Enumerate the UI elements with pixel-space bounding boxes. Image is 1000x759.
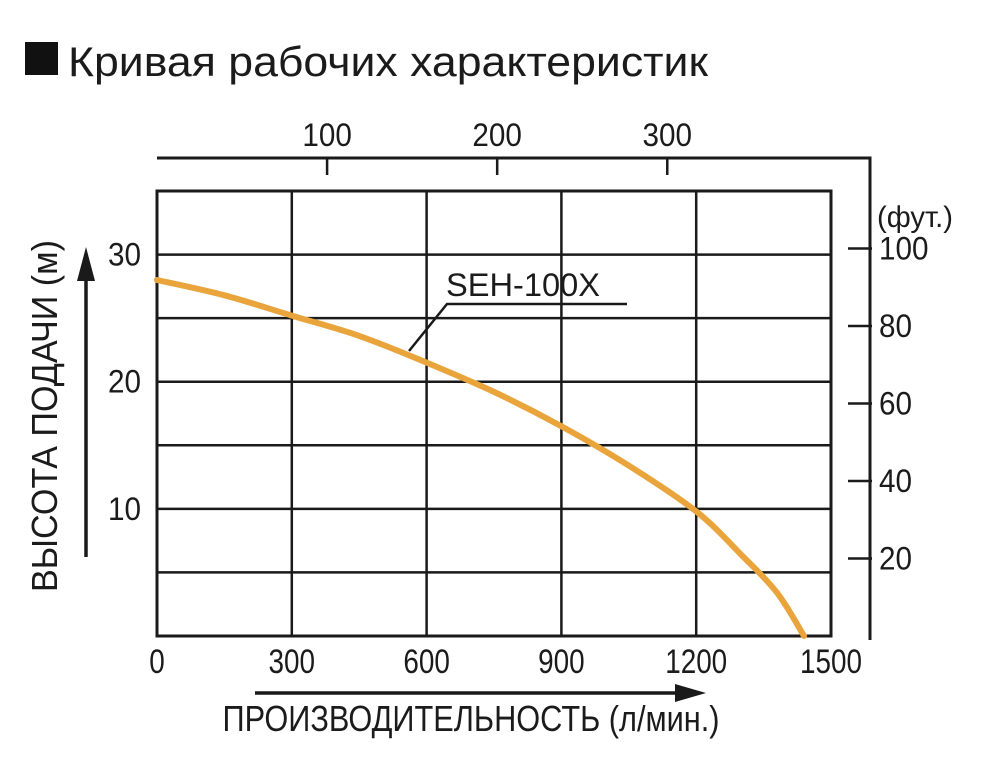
bottom-axis-tick-label: 1500 xyxy=(800,643,862,681)
right-axis-tick-label: 100 xyxy=(879,230,929,266)
grid-lines xyxy=(157,191,831,636)
right-axis-ticks: 100 80 60 40 20 xyxy=(848,230,929,576)
x-axis-arrow-head-icon xyxy=(675,684,706,702)
left-axis-tick-label: 20 xyxy=(108,364,141,400)
x-axis-title: ПРОИЗВОДИТЕЛЬНОСТЬ (л/мин.) xyxy=(223,698,720,739)
right-axis-tick-label: 60 xyxy=(879,385,912,421)
y-axis-arrow-head-icon xyxy=(77,247,95,281)
left-axis-tick-label: 30 xyxy=(108,237,141,273)
top-axis-tick-label: 300 xyxy=(643,117,693,153)
right-axis-tick-label: 20 xyxy=(879,540,912,576)
right-axis-tick-label: 80 xyxy=(879,308,912,344)
top-axis-and-right-ruler xyxy=(157,156,872,640)
title-bullet-black-square-icon xyxy=(25,42,58,75)
callout-leader-line xyxy=(408,302,627,352)
top-axis-tick-label: 100 xyxy=(302,117,352,153)
bottom-axis-tick-label: 600 xyxy=(403,643,450,681)
bottom-axis-tick-label: 1200 xyxy=(665,643,727,681)
top-axis-tick-label: 200 xyxy=(472,117,522,153)
series-label: SEH-100X xyxy=(446,267,600,303)
bottom-axis-tick-label: 0 xyxy=(149,643,165,681)
top-axis-ticks: 100 200 300 xyxy=(302,117,692,175)
bottom-axis-tick-labels: 0 300 600 900 1200 1500 xyxy=(149,643,862,681)
right-axis-unit-label: (фут.) xyxy=(877,201,953,234)
bottom-axis-tick-label: 300 xyxy=(269,643,316,681)
y-axis-title: ВЫСОТА ПОДАЧИ (м) xyxy=(24,240,65,592)
plot-border xyxy=(155,189,833,638)
left-axis-tick-label: 10 xyxy=(108,491,141,527)
bottom-axis-tick-label: 900 xyxy=(538,643,585,681)
left-axis-tick-labels: 30 20 10 xyxy=(108,237,141,527)
page-title: Кривая рабочих характеристик xyxy=(68,38,709,85)
performance-curve-line xyxy=(154,277,807,639)
right-axis-tick-label: 40 xyxy=(879,463,912,499)
